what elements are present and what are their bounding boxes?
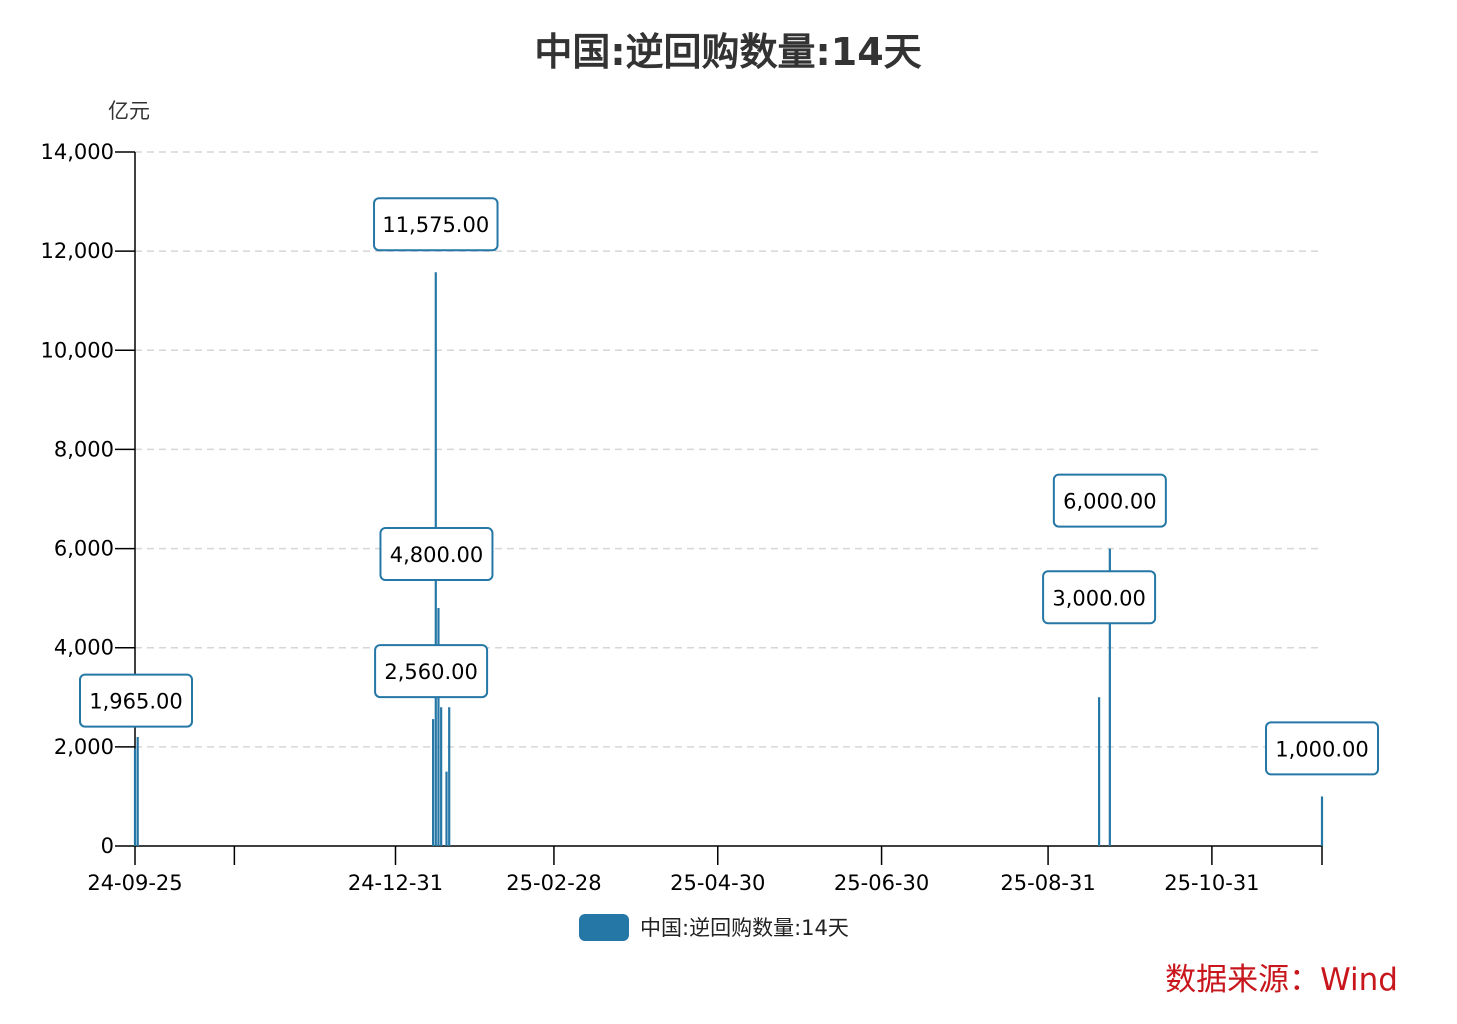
data-label: 3,000.00 [1042, 570, 1157, 625]
gridlines [135, 151, 1322, 748]
data-label-box [79, 673, 193, 728]
data-label: 1,965.00 [79, 673, 193, 728]
y-tick-label: 0 [101, 834, 114, 858]
chart-title: 中国:逆回购数量:14天 [534, 30, 921, 74]
data-label: 11,575.00 [373, 197, 499, 252]
source-note: 数据来源：Wind [1165, 962, 1398, 998]
x-tick-label: 25-10-31 [1164, 871, 1259, 895]
x-tick-label: 25-02-28 [506, 871, 601, 895]
data-label: 1,000.00 [1265, 721, 1379, 776]
x-tick-label: 25-06-30 [834, 871, 929, 895]
data-label-text: 6,000.00 [1063, 490, 1157, 514]
data-label-text: 1,965.00 [89, 690, 183, 714]
data-label-box [1052, 473, 1167, 528]
data-label-box [373, 197, 499, 252]
data-label-box [1042, 570, 1157, 625]
data-label-box [374, 644, 489, 699]
data-label: 6,000.00 [1052, 473, 1167, 528]
data-label: 2,560.00 [374, 644, 489, 699]
data-label-text: 1,000.00 [1275, 737, 1369, 761]
data-label-box [1265, 721, 1379, 776]
y-tick-label: 6,000 [54, 537, 114, 561]
x-tick-label: 24-09-25 [87, 871, 182, 895]
x-axis: 24-09-25 24-12-31 25-02-28 25-04-30 25-06-30… [87, 845, 1323, 895]
data-labels: 1,965.00 2,560.00 11,575.00 4,800.00 3,000.0… [79, 197, 1379, 776]
data-label-text: 4,800.00 [390, 543, 484, 567]
y-axis: 0 2,000 4,000 6,000 8,000 10,000 12,000 14,000 [41, 140, 136, 858]
x-tick-label: 24-12-31 [348, 871, 443, 895]
data-label: 4,800.00 [379, 527, 494, 582]
y-tick-label: 4,000 [54, 636, 114, 660]
data-label-text: 3,000.00 [1052, 586, 1146, 610]
legend-label[interactable]: 中国:逆回购数量:14天 [640, 916, 849, 940]
data-label-text: 11,575.00 [382, 213, 489, 237]
y-tick-label: 8,000 [54, 437, 114, 461]
y-tick-label: 12,000 [41, 239, 114, 263]
legend[interactable]: 中国:逆回购数量:14天 [579, 914, 849, 941]
y-tick-label: 2,000 [54, 735, 114, 759]
y-tick-label: 14,000 [41, 140, 114, 164]
x-tick-label: 25-08-31 [1000, 871, 1095, 895]
data-label-box [379, 527, 494, 582]
y-axis-unit-label: 亿元 [108, 99, 150, 123]
bar-series [133, 272, 1324, 846]
legend-swatch[interactable] [579, 914, 629, 941]
y-tick-label: 10,000 [41, 338, 114, 362]
x-tick-label: 25-04-30 [670, 871, 765, 895]
data-label-text: 2,560.00 [384, 660, 478, 684]
